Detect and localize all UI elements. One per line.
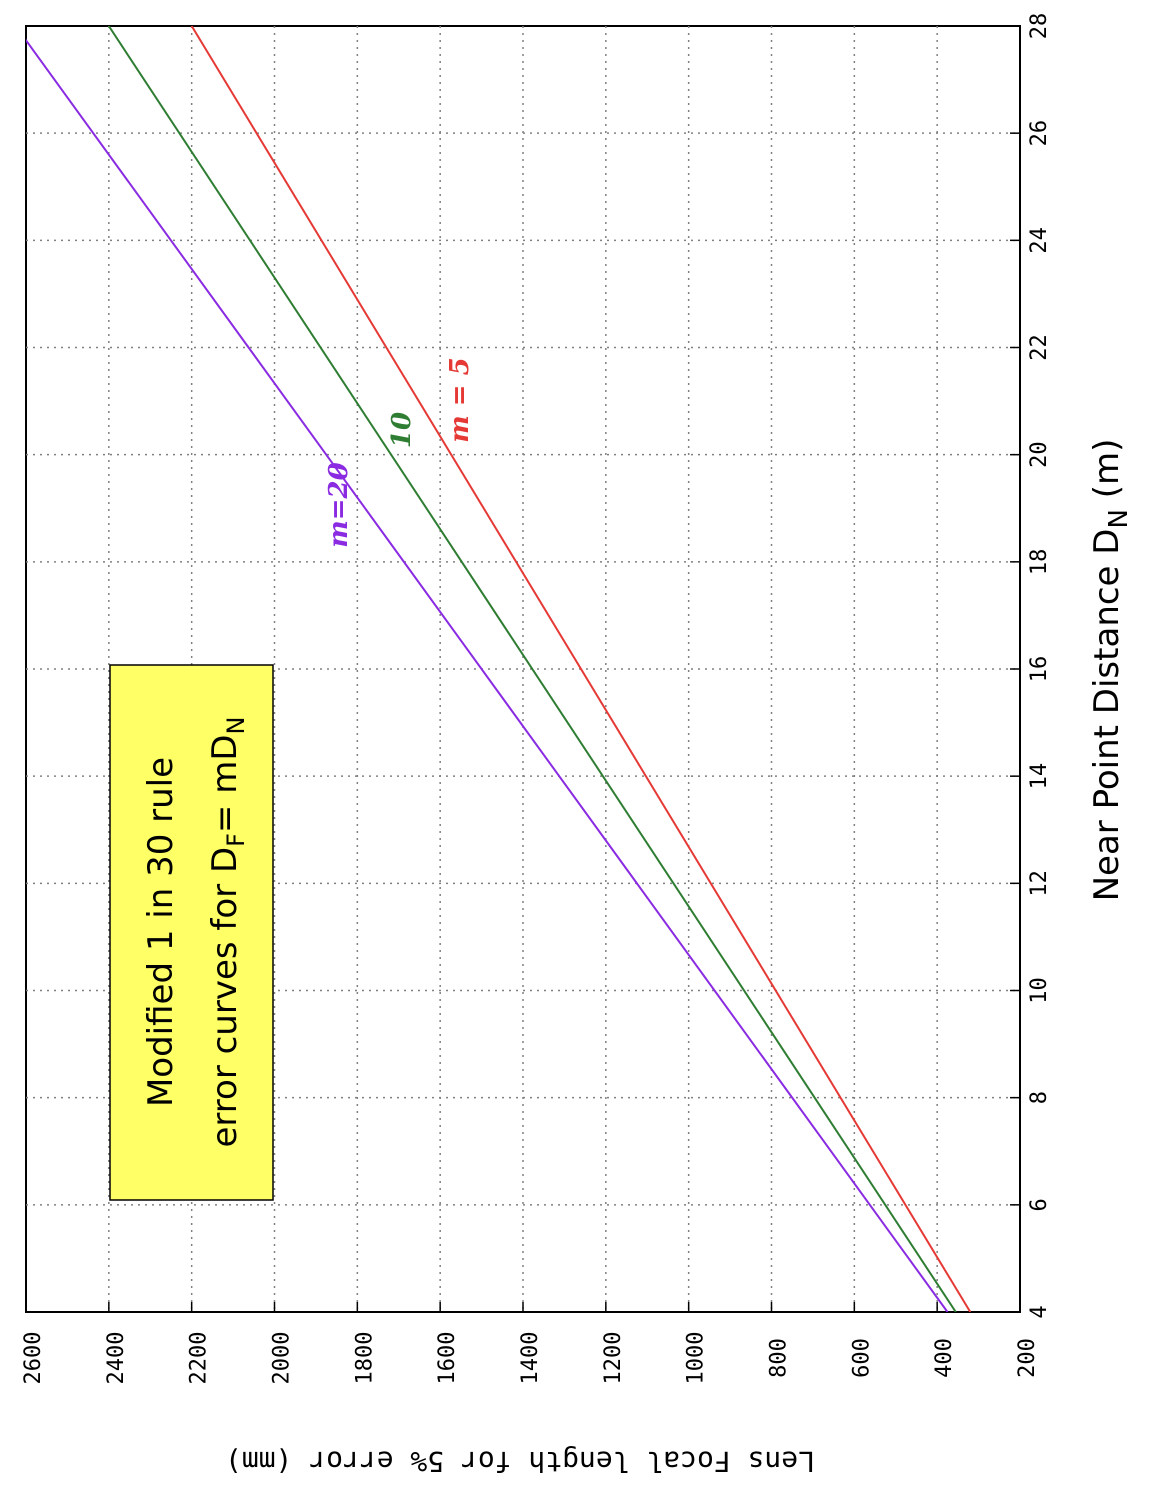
y-tick-label-2600: 2600 <box>21 1332 46 1385</box>
x-axis-title-main: Near Point Distance D <box>1087 529 1127 902</box>
annotation-line-1: Modified 1 in 30 rule <box>141 757 181 1107</box>
y-tick-label-1600: 1600 <box>435 1332 460 1385</box>
x-tick-label-12: 12 <box>1027 870 1052 897</box>
series-label-10: 10 <box>387 412 417 448</box>
y-tick-label-2400: 2400 <box>104 1332 129 1385</box>
annotation-sub-n: N <box>222 716 250 734</box>
x-tick-label-10: 10 <box>1027 977 1052 1004</box>
series-line-1 <box>107 26 957 1312</box>
x-tick-label-14: 14 <box>1027 763 1052 790</box>
annotation-background <box>109 664 274 1201</box>
x-tick-label-18: 18 <box>1027 549 1052 576</box>
annotation-sub-f: F <box>222 833 250 847</box>
y-tick-label-200: 200 <box>1015 1338 1040 1378</box>
x-tick-label-20: 20 <box>1027 441 1052 468</box>
x-axis-title-unit: (m) <box>1087 439 1127 509</box>
grid <box>25 25 1021 1313</box>
x-tick-label-24: 24 <box>1027 227 1052 254</box>
y-tick-labels: 200 400 600 800 1000 1200 1400 1600 1800 2000 2200… <box>21 1332 1040 1385</box>
annotation-line-2-prefix: error curves for D <box>205 847 245 1148</box>
x-tick-label-8: 8 <box>1027 1091 1052 1104</box>
x-axis-title: Near Point Distance DN (m) <box>1087 439 1134 902</box>
series-label-m5: m = 5 <box>445 357 475 443</box>
x-tick-label-4: 4 <box>1027 1305 1052 1318</box>
y-tick-label-1400: 1400 <box>518 1332 543 1385</box>
y-tick-label-600: 600 <box>849 1338 874 1378</box>
series-line-0 <box>26 38 949 1312</box>
y-tick-label-400: 400 <box>932 1338 957 1378</box>
y-axis-title: Lens Focal length for 5% error (mm) <box>225 1445 815 1478</box>
annotation-line-2: error curves for DF= mDN <box>205 716 250 1147</box>
y-tick-label-1000: 1000 <box>684 1332 709 1385</box>
annotation-line-2-mid: = mD <box>205 734 245 833</box>
x-tick-label-6: 6 <box>1027 1198 1052 1211</box>
x-tick-label-26: 26 <box>1027 120 1052 147</box>
series-line-2 <box>190 26 972 1312</box>
x-tick-label-22: 22 <box>1027 334 1052 361</box>
y-tick-label-1200: 1200 <box>601 1332 626 1385</box>
y-tick-label-2000: 2000 <box>270 1332 295 1385</box>
y-tick-label-2200: 2200 <box>187 1332 212 1385</box>
series-label-m20: m=20 <box>324 462 354 547</box>
series-lines <box>26 26 972 1312</box>
annotation-box: Modified 1 in 30 rule error curves for D… <box>109 664 274 1201</box>
x-axis-title-sub: N <box>1104 509 1134 528</box>
x-tick-labels: 4 6 8 10 12 14 16 18 20 22 24 26 28 <box>1027 13 1052 1319</box>
x-tick-label-28: 28 <box>1027 13 1052 40</box>
x-tick-label-16: 16 <box>1027 656 1052 683</box>
y-tick-label-1800: 1800 <box>352 1332 377 1385</box>
y-tick-label-800: 800 <box>767 1338 792 1378</box>
